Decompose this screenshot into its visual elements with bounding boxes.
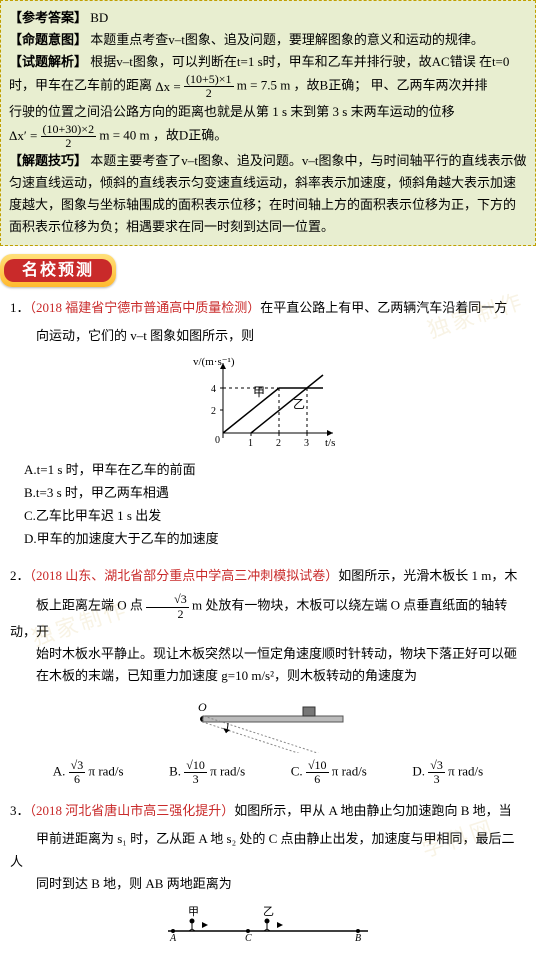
- q3-stem1: 如图所示，甲从 A 地由静止匀加速跑向 B 地，当: [234, 803, 511, 818]
- delta-x: Δx =: [155, 76, 180, 98]
- svg-text:A: A: [169, 933, 177, 941]
- analysis-block: 【试题解析】 根据v–t图象，可以判断在t=1 s时，甲车和乙车并排行驶，故AC…: [9, 51, 527, 73]
- skill-label: 【解题技巧】: [9, 153, 87, 168]
- q3-num: 3．: [10, 803, 30, 818]
- svg-text:1: 1: [248, 438, 253, 449]
- q3-stem2: 甲前进距离为 s₁ 时，乙从距 A 地 s₂ 处的 C 点由静止出发，加速度与甲…: [10, 828, 526, 872]
- q2-stem2a: 板上距离左端 O 点: [36, 598, 143, 613]
- skill-block: 【解题技巧】 本题主要考查了v–t图象、追及问题。v–t图象中，与时间轴平行的直…: [9, 150, 527, 238]
- analysis-p1b: 时，甲车在乙车前的距离: [9, 78, 155, 93]
- q1-optD: D.甲车的加速度大于乙车的加速度: [24, 528, 526, 550]
- vt-chart: v/(m·s⁻¹) t/s 4 2 0 1 2 3 甲 乙: [193, 353, 343, 453]
- q1-source: （2018 福建省宁德市普通高中质量检测）: [30, 300, 261, 315]
- frac2-den: 2: [41, 137, 97, 150]
- board-diagram: O: [168, 693, 368, 753]
- xlabel: t/s: [325, 437, 335, 449]
- svg-text:0: 0: [215, 435, 220, 446]
- q3-source: （2018 河北省唐山市高三强化提升）: [30, 803, 235, 818]
- q2-source: （2018 山东、湖北省部分重点中学高三冲刺模拟试卷）: [30, 568, 339, 583]
- frac2: (10+30)×2 2: [41, 123, 97, 150]
- q2-optC: C. √106 π rad/s: [291, 759, 367, 786]
- ylabel: v/(m·s⁻¹): [193, 356, 235, 368]
- label-jia: 甲: [188, 906, 199, 918]
- section-badge: 名校预测: [0, 254, 536, 287]
- q1-optA: A.t=1 s 时，甲车在乙车的前面: [24, 459, 526, 481]
- svg-text:B: B: [355, 933, 361, 941]
- q1-num: 1．: [10, 300, 30, 315]
- intent-block: 【命题意图】 本题重点考查v–t图象、追及问题，要理解图象的意义和运动的规律。: [9, 29, 527, 51]
- q2-stem: 2．（2018 山东、湖北省部分重点中学高三冲刺模拟试卷）如图所示，光滑木板长 …: [10, 565, 526, 587]
- svg-text:2: 2: [211, 406, 216, 417]
- svg-text:3: 3: [304, 438, 309, 449]
- label-jia: 甲: [253, 385, 265, 399]
- label-yi: 乙: [263, 905, 274, 918]
- question-1: 1．（2018 福建省宁德市普通高中质量检测）在平直公路上有甲、乙两辆汽车沿着同…: [0, 297, 536, 566]
- delta-x2: Δx′ =: [9, 125, 37, 147]
- svg-text:4: 4: [211, 384, 216, 395]
- q1-figure: v/(m·s⁻¹) t/s 4 2 0 1 2 3 甲 乙: [10, 353, 526, 453]
- svg-text:2: 2: [276, 438, 281, 449]
- badge-text: 名校预测: [4, 259, 112, 282]
- q1-optC: C.乙车比甲车迟 1 s 出发: [24, 505, 526, 527]
- q2-frac-num: √3: [146, 593, 189, 607]
- q2-frac: √3 2: [146, 593, 189, 620]
- q3-figure: 甲 乙 A C B: [10, 901, 526, 941]
- svg-text:C: C: [245, 933, 252, 941]
- q1-stem2: 向运动，它们的 v–t 图象如图所示，则: [10, 325, 526, 347]
- q1-stem: 1．（2018 福建省宁德市普通高中质量检测）在平直公路上有甲、乙两辆汽车沿着同…: [10, 297, 526, 319]
- analysis-p1a: 根据v–t图象，可以判断在t=1 s时，甲车和乙车并排行驶，故AC错误 在t=0: [90, 54, 509, 69]
- q2-optA: A. √36 π rad/s: [53, 759, 124, 786]
- q2-line2: 板上距离左端 O 点 √3 2 m 处放有一物块，木板可以绕左端 O 点垂直纸面…: [10, 593, 526, 642]
- q1-stem1: 在平直公路上有甲、乙两辆汽车沿着同一方: [260, 300, 507, 315]
- q1-optB: B.t=3 s 时，甲乙两车相遇: [24, 482, 526, 504]
- q2-frac-den: 2: [146, 608, 189, 621]
- analysis-label: 【试题解析】: [9, 54, 87, 69]
- q2-stem4: 在木板的末端，已知重力加速度 g=10 m/s²，则木板转动的角速度为: [10, 665, 526, 687]
- answer-label: 【参考答案】: [9, 10, 87, 25]
- q2-stem1: 如图所示，光滑木板长 1 m，木: [338, 568, 517, 583]
- q3-stem: 3．（2018 河北省唐山市高三强化提升）如图所示，甲从 A 地由静止匀加速跑向…: [10, 800, 526, 822]
- runner-diagram: 甲 乙 A C B: [158, 901, 378, 941]
- label-yi: 乙: [293, 397, 305, 411]
- eq1: m = 7.5 m ，故B正确； 甲、乙两车两次并排: [237, 78, 488, 93]
- intent-text: 本题重点考查v–t图象、追及问题，要理解图象的意义和运动的规律。: [90, 32, 484, 47]
- frac2-num: (10+30)×2: [41, 123, 97, 137]
- q2-optD: D. √33 π rad/s: [412, 759, 483, 786]
- analysis-line4: Δx′ = (10+30)×2 2 m = 40 m ，故D正确。: [9, 123, 527, 150]
- q2-options: A. √36 π rad/s B. √103 π rad/s C. √106 π…: [30, 759, 506, 786]
- q2-optB: B. √103 π rad/s: [169, 759, 245, 786]
- frac1-den: 2: [184, 87, 234, 100]
- analysis-p2: 行驶的位置之间沿公路方向的距离也就是从第 1 s 末到第 3 s 末两车运动的位…: [9, 101, 527, 123]
- eq2: m = 40 m ，故D正确。: [99, 127, 227, 142]
- answer-line: 【参考答案】 BD: [9, 7, 527, 29]
- frac1: (10+5)×1 2: [184, 73, 234, 100]
- q2-num: 2．: [10, 568, 30, 583]
- question-3: 3．（2018 河北省唐山市高三强化提升）如图所示，甲从 A 地由静止匀加速跑向…: [0, 800, 536, 960]
- question-2: 2．（2018 山东、湖北省部分重点中学高三冲刺模拟试卷）如图所示，光滑木板长 …: [0, 565, 536, 800]
- skill-text: 本题主要考查了v–t图象、追及问题。v–t图象中，与时间轴平行的直线表示做匀速直…: [9, 153, 527, 234]
- answer-box: 【参考答案】 BD 【命题意图】 本题重点考查v–t图象、追及问题，要理解图象的…: [0, 0, 536, 246]
- q3-stem3: 同时到达 B 地，则 AB 两地距离为: [10, 873, 526, 895]
- frac1-num: (10+5)×1: [184, 73, 234, 87]
- label-O: O: [198, 700, 207, 714]
- q2-figure: O: [10, 693, 526, 753]
- intent-label: 【命题意图】: [9, 32, 87, 47]
- q1-options: A.t=1 s 时，甲车在乙车的前面 B.t=3 s 时，甲乙两车相遇 C.乙车…: [24, 459, 526, 550]
- analysis-line2: 时，甲车在乙车前的距离 Δx = (10+5)×1 2 m = 7.5 m ，故…: [9, 73, 527, 100]
- q2-stem3: 始时木板水平静止。现让木板突然以一恒定角速度顺时针转动，物块下落正好可以砸: [10, 643, 526, 665]
- answer-value: BD: [90, 10, 108, 25]
